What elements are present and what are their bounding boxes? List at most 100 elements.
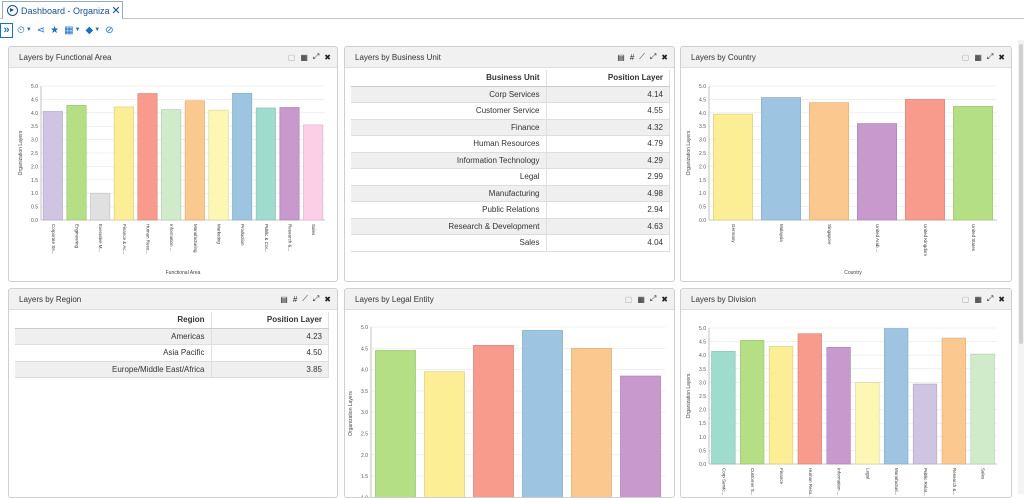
bar[interactable]: [809, 102, 849, 221]
bar[interactable]: [66, 104, 87, 221]
export-icon[interactable]: ▢: [961, 52, 970, 62]
table-row[interactable]: Corp Services 4.14: [351, 86, 670, 103]
bar[interactable]: [42, 111, 63, 221]
chart-view-icon[interactable]: ⟋: [302, 294, 308, 303]
history-button[interactable]: ⏲ ▼: [17, 25, 32, 36]
table-view-icon[interactable]: ▦: [637, 294, 645, 304]
close-icon[interactable]: ✖: [998, 52, 1005, 62]
column-header[interactable]: Position Layer: [546, 70, 670, 87]
bar[interactable]: [522, 330, 563, 498]
table-row[interactable]: Europe/Middle East/Africa 3.85: [15, 361, 329, 378]
chart-view-icon[interactable]: ⟋: [639, 52, 645, 61]
bar[interactable]: [473, 345, 514, 498]
bar[interactable]: [113, 106, 134, 221]
share-button[interactable]: ⋖: [37, 25, 45, 36]
bar[interactable]: [857, 123, 897, 221]
expand-panel-button[interactable]: »: [0, 22, 13, 38]
bar[interactable]: [970, 353, 995, 465]
bar[interactable]: [303, 124, 324, 221]
export-icon[interactable]: ▤: [280, 294, 288, 304]
bar[interactable]: [161, 109, 182, 221]
bar[interactable]: [768, 346, 794, 465]
bar[interactable]: [713, 113, 753, 221]
row-value: 4.79: [546, 135, 670, 153]
filter-off-icon: ⊘: [105, 24, 114, 36]
table-view-icon[interactable]: ▦: [974, 52, 982, 62]
bar[interactable]: [855, 382, 880, 465]
bar[interactable]: [620, 375, 661, 498]
table-row[interactable]: Legal 2.99: [351, 168, 670, 186]
bar[interactable]: [740, 339, 765, 465]
x-tick-label: Singapore: [827, 224, 832, 245]
scrollbar-thumb[interactable]: [1019, 44, 1023, 344]
bar[interactable]: [255, 107, 276, 221]
bar[interactable]: [941, 337, 966, 465]
export-icon[interactable]: ▤: [617, 52, 625, 62]
maximize-icon[interactable]: ⤢: [986, 294, 994, 303]
y-tick-label: 2.5: [699, 394, 706, 400]
table-row[interactable]: Customer Service 4.55: [351, 102, 670, 120]
table-row[interactable]: Manufacturing 4.98: [351, 185, 670, 202]
bar[interactable]: [953, 106, 993, 221]
close-icon[interactable]: ✖: [324, 294, 331, 304]
favorite-button[interactable]: ★: [50, 25, 59, 36]
bar[interactable]: [208, 109, 229, 221]
bar[interactable]: [90, 192, 111, 221]
export-icon[interactable]: ▢: [624, 294, 633, 304]
maximize-icon[interactable]: ⤢: [986, 52, 994, 61]
star-icon: ★: [50, 24, 60, 36]
table-row[interactable]: Sales 4.04: [351, 234, 670, 252]
x-tick-label: Malaysia: [779, 224, 784, 242]
bar[interactable]: [761, 97, 801, 221]
row-value: 2.94: [546, 201, 670, 219]
close-icon[interactable]: ✕: [111, 5, 121, 17]
tab-dashboard[interactable]: Dashboard - Organizatio... ✕: [2, 1, 123, 19]
bar[interactable]: [137, 93, 158, 221]
hash-icon[interactable]: #: [629, 52, 635, 62]
close-icon[interactable]: ✖: [324, 52, 331, 62]
export-icon[interactable]: ▢: [961, 294, 970, 304]
close-icon[interactable]: ✖: [661, 52, 668, 62]
column-header[interactable]: Position Layer: [211, 312, 329, 329]
table-row[interactable]: Asia Pacific 4.50: [15, 344, 329, 362]
table-row[interactable]: Research & Development 4.63: [351, 218, 670, 235]
close-icon[interactable]: ✖: [998, 294, 1005, 304]
bar[interactable]: [184, 100, 205, 221]
bar[interactable]: [912, 383, 938, 465]
bar[interactable]: [571, 347, 612, 498]
bar[interactable]: [232, 92, 253, 221]
maximize-icon[interactable]: ⤢: [312, 294, 320, 303]
bar[interactable]: [826, 347, 851, 465]
hash-icon[interactable]: #: [292, 294, 298, 304]
x-tick-label: Public & Cor...: [264, 224, 269, 253]
y-tick-label: 4.5: [699, 340, 706, 346]
tag-button[interactable]: ◆ ▼: [86, 25, 101, 36]
layout-button[interactable]: ▦ ▼: [64, 25, 80, 36]
table-view-icon[interactable]: ▦: [974, 294, 982, 304]
column-header[interactable]: Region: [15, 312, 212, 329]
x-tick-label: Manufacturi...: [894, 468, 899, 495]
table-view-icon[interactable]: ▦: [300, 52, 308, 62]
table-row[interactable]: Human Resources 4.79: [351, 135, 670, 153]
export-icon[interactable]: ▢: [287, 52, 296, 62]
table-row[interactable]: Americas 4.23: [15, 328, 329, 345]
x-axis-label: Country: [844, 270, 862, 276]
maximize-icon[interactable]: ⤢: [312, 52, 320, 61]
table-row[interactable]: Information Technology 4.29: [351, 152, 670, 169]
maximize-icon[interactable]: ⤢: [649, 294, 657, 303]
bar[interactable]: [711, 351, 736, 465]
bar[interactable]: [797, 333, 822, 465]
table-row[interactable]: Public Relations 2.94: [351, 201, 670, 219]
vertical-scrollbar[interactable]: [1018, 40, 1024, 494]
close-icon[interactable]: ✖: [661, 294, 668, 304]
bar[interactable]: [905, 99, 945, 221]
bar[interactable]: [375, 350, 416, 498]
column-header[interactable]: Business Unit: [351, 70, 547, 87]
bar[interactable]: [279, 107, 300, 221]
filter-button[interactable]: ⊘: [105, 25, 113, 36]
maximize-icon[interactable]: ⤢: [649, 52, 657, 61]
bar[interactable]: [884, 328, 909, 465]
bar[interactable]: [424, 371, 465, 498]
panel-legal-entity: Layers by Legal Entity ▢ ▦ ⤢ ✖ 1.01.52.0…: [344, 288, 675, 498]
table-row[interactable]: Finance 4.32: [351, 119, 670, 136]
